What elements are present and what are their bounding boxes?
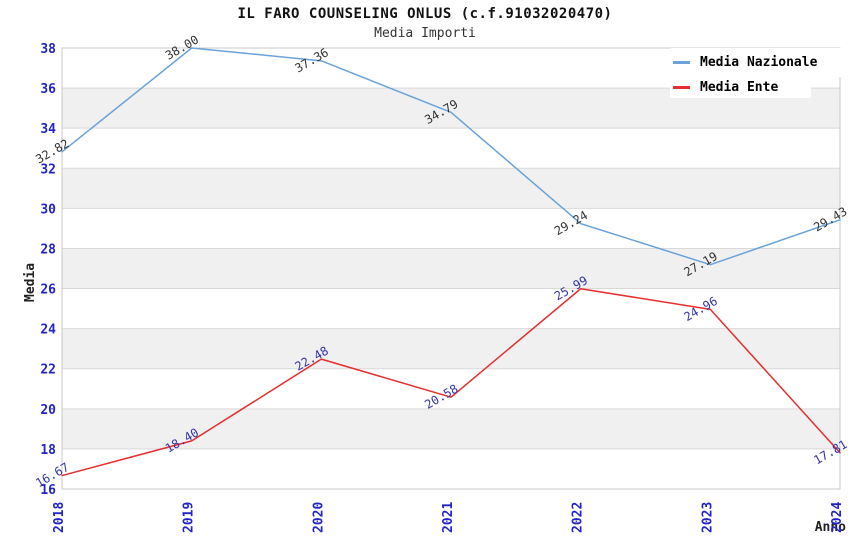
y-tick-label: 24 [40,323,56,338]
series-line-media-nazionale [61,47,841,266]
legend-item-media-ente: Media Ente [670,77,811,98]
y-tick-label: 36 [40,82,56,97]
y-tick-label: 20 [40,403,56,418]
grid-band [62,128,840,169]
grid-band [62,208,840,249]
x-tick-label: 2021 [441,502,456,533]
y-tick-label: 32 [40,162,56,177]
grid-band [62,248,840,289]
x-axis-title: Anno [815,520,846,535]
x-tick-label: 2022 [571,502,586,533]
grid-band [62,168,840,209]
series-line-media-ente [61,287,841,477]
x-tick-label: 2019 [182,502,197,533]
grid-band [62,328,840,369]
chart-subtitle: Media Importi [374,26,476,41]
x-tick-label: 2024 [830,502,845,533]
legend-label-media-ente: Media Ente [700,80,779,95]
chart-title: IL FARO COUNSELING ONLUS (c.f.9103202047… [237,6,613,22]
x-tick-label: 2018 [52,502,67,533]
grid-band [62,288,840,329]
plot-border [61,47,841,490]
legend-label-media-nazionale: Media Nazionale [700,55,818,70]
y-tick-label: 22 [40,363,56,378]
y-tick-label: 28 [40,242,56,257]
legend-item-media-nazionale: Media Nazionale [670,48,844,77]
grid-band [62,368,840,409]
x-tick-label: 2020 [311,502,326,533]
y-tick-label: 38 [40,42,56,57]
y-tick-label: 30 [40,202,56,217]
media-nazionale-line-swatch [673,61,690,64]
y-tick-label: 18 [40,443,56,458]
y-tick-label: 16 [40,483,56,498]
y-tick-label: 26 [40,283,56,298]
x-tick-label: 2023 [700,502,715,533]
y-tick-label: 34 [40,122,56,137]
y-axis-title: Media [23,263,38,302]
grid-band [62,448,840,489]
media-ente-line-swatch [673,86,690,89]
grid-band [62,408,840,449]
